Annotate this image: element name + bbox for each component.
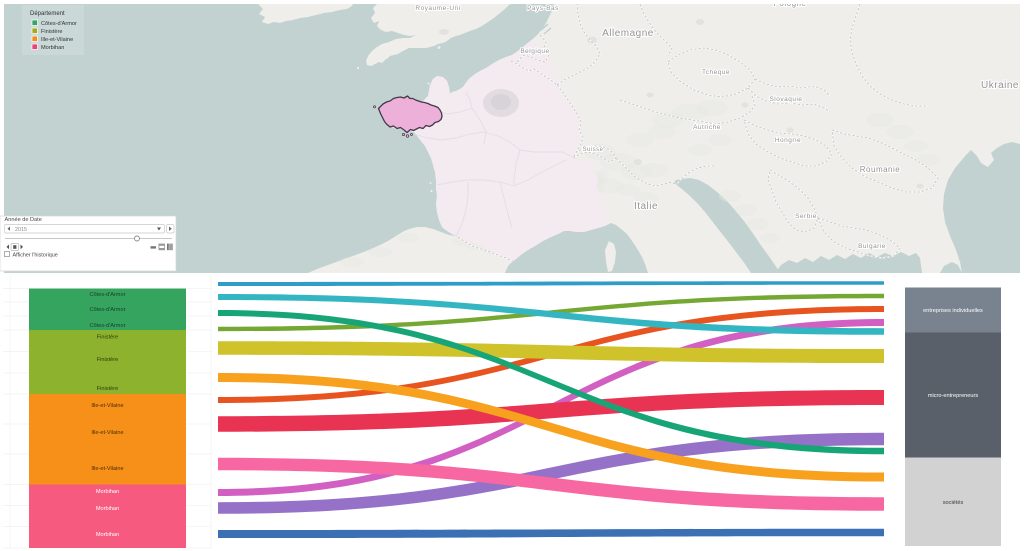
svg-text:Morbihan: Morbihan (41, 45, 64, 51)
svg-text:Morbihan: Morbihan (96, 532, 119, 538)
svg-text:Allemagne: Allemagne (602, 28, 654, 39)
svg-text:Finistère: Finistère (97, 357, 118, 363)
svg-text:entreprises individuelles: entreprises individuelles (923, 308, 983, 314)
svg-text:Tcheque: Tcheque (702, 69, 730, 76)
svg-text:Afficher l'historique: Afficher l'historique (13, 252, 58, 258)
svg-text:Suisse: Suisse (582, 147, 603, 153)
svg-text:Département: Département (30, 11, 65, 17)
svg-text:Italie: Italie (634, 201, 658, 212)
svg-text:Ille-et-Vilaine: Ille-et-Vilaine (91, 430, 123, 436)
svg-text:micro-entrepreneurs: micro-entrepreneurs (928, 393, 979, 399)
svg-text:Pays-Bas: Pays-Bas (527, 5, 559, 12)
svg-text:sociétés: sociétés (943, 500, 964, 506)
svg-text:Côtes-d'Armor: Côtes-d'Armor (90, 323, 126, 329)
svg-text:Côtes-d'Armor: Côtes-d'Armor (90, 307, 126, 313)
svg-text:Côtes-d'Armor: Côtes-d'Armor (90, 292, 126, 298)
svg-text:Côtes-d'Armor: Côtes-d'Armor (41, 21, 77, 27)
svg-text:Ille-et-Vilaine: Ille-et-Vilaine (41, 37, 73, 43)
svg-text:Année de Date: Année de Date (5, 217, 42, 223)
svg-text:Belgique: Belgique (520, 48, 549, 55)
svg-text:Hongrie: Hongrie (775, 137, 801, 144)
svg-text:Ille-et-Vilaine: Ille-et-Vilaine (91, 403, 123, 409)
svg-text:Ukraine: Ukraine (981, 80, 1019, 91)
svg-text:Royaume-Uni: Royaume-Uni (415, 5, 460, 12)
svg-text:Morbihan: Morbihan (96, 489, 119, 495)
svg-text:Morbihan: Morbihan (96, 506, 119, 512)
svg-text:Finistère: Finistère (97, 386, 118, 392)
svg-text:Ille-et-Vilaine: Ille-et-Vilaine (91, 466, 123, 472)
svg-text:Roumanie: Roumanie (860, 165, 901, 174)
svg-text:Pologne: Pologne (774, 0, 807, 8)
svg-text:Autriche: Autriche (693, 124, 721, 131)
svg-text:Bulgarie: Bulgarie (858, 243, 886, 250)
svg-text:Finistère: Finistère (41, 29, 62, 35)
svg-text:Serbie: Serbie (795, 213, 817, 220)
svg-text:Slovaquie: Slovaquie (769, 96, 802, 103)
svg-text:Finistère: Finistère (97, 335, 118, 341)
svg-text:2015: 2015 (15, 227, 27, 233)
